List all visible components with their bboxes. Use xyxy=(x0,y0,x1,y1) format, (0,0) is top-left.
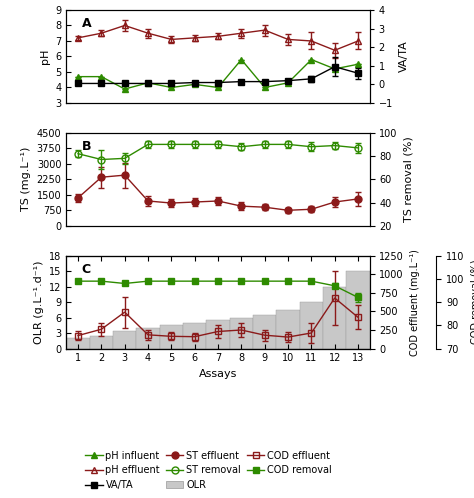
Bar xyxy=(230,318,253,349)
Y-axis label: TS removal (%): TS removal (%) xyxy=(403,136,413,222)
Y-axis label: COD removal (%): COD removal (%) xyxy=(470,260,474,345)
Bar xyxy=(113,331,137,349)
Bar xyxy=(206,320,230,349)
Bar xyxy=(183,323,206,349)
Bar xyxy=(90,336,113,349)
Bar xyxy=(323,286,346,349)
Legend: pH influent, pH effluent, VA/TA, ST effluent, ST removal, OLR, COD effluent, COD: pH influent, pH effluent, VA/TA, ST effl… xyxy=(82,448,335,493)
Y-axis label: pH: pH xyxy=(40,49,50,64)
Text: C: C xyxy=(82,263,91,276)
Bar xyxy=(300,302,323,349)
Bar xyxy=(346,271,370,349)
Bar xyxy=(276,310,300,349)
Y-axis label: COD effluent (mg.L⁻¹): COD effluent (mg.L⁻¹) xyxy=(410,249,420,356)
X-axis label: Assays: Assays xyxy=(199,369,237,379)
Bar xyxy=(66,338,90,349)
Bar xyxy=(253,315,276,349)
Y-axis label: TS (mg.L⁻¹): TS (mg.L⁻¹) xyxy=(21,147,31,212)
Bar xyxy=(137,328,160,349)
Text: A: A xyxy=(82,17,91,30)
Y-axis label: OLR (g.L⁻¹.d⁻¹): OLR (g.L⁻¹.d⁻¹) xyxy=(34,260,44,344)
Text: B: B xyxy=(82,140,91,153)
Y-axis label: VA/TA: VA/TA xyxy=(399,41,409,72)
Bar xyxy=(160,325,183,349)
